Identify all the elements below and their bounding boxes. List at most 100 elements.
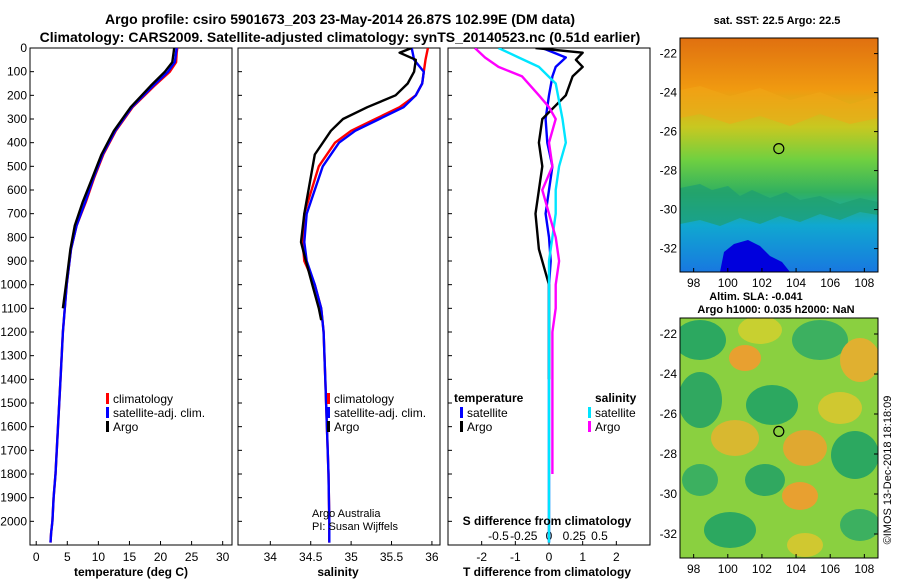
- ytick-label: 400: [7, 136, 27, 150]
- map-ytick-label: -28: [660, 164, 678, 178]
- salinity-xlabel: salinity: [317, 565, 359, 579]
- map-xtick-label: 106: [820, 276, 840, 290]
- sla-mid-1: [738, 318, 782, 344]
- xtick-label: 25: [185, 550, 199, 564]
- sla-map-image: [680, 318, 878, 558]
- ytick-label: 600: [7, 183, 27, 197]
- difference-legend-salinity-title: salinity: [595, 391, 637, 405]
- xtick-label: 36: [425, 550, 439, 564]
- sla-low-1: [680, 320, 726, 360]
- sla-low-3: [680, 372, 722, 428]
- ytick-label: 1800: [0, 467, 27, 481]
- ytick-label: 900: [7, 254, 27, 268]
- map-xtick-label: 104: [786, 562, 806, 576]
- xtick-label: -2: [476, 550, 487, 564]
- map-ytick-label: -32: [660, 527, 678, 541]
- map-xtick-label: 108: [854, 562, 874, 576]
- sla-map-argo-marker: [773, 425, 785, 437]
- temperature-frame: [29, 47, 233, 546]
- ytick-label: 1700: [0, 443, 27, 457]
- legend-swatch-climatology: [106, 393, 109, 404]
- legend-swatch-satellite: [106, 407, 109, 418]
- xtick-label: 0: [33, 550, 40, 564]
- map-xtick-label: 102: [752, 276, 772, 290]
- map-xtick-label: 108: [854, 276, 874, 290]
- map-ytick-label: -26: [660, 407, 678, 421]
- salinity-legend-argo: Argo: [334, 420, 360, 434]
- map-xtick-label: 98: [687, 276, 701, 290]
- series-line-satellite-adj-clim-: [49, 48, 178, 543]
- salinity-legend-climatology: climatology: [334, 392, 394, 406]
- sst-map-argo-marker: [773, 143, 785, 155]
- sla-map-title: Altim. SLA: -0.041: [709, 291, 803, 303]
- ytick-label: 100: [7, 65, 27, 79]
- map-xtick-label: 104: [786, 276, 806, 290]
- ytick-label: 1400: [0, 372, 27, 386]
- salinity-lines: [299, 48, 430, 543]
- sst-map-title: sat. SST: 22.5 Argo: 22.5: [714, 15, 841, 27]
- xtick-label: 5: [64, 550, 71, 564]
- ytick-label: 1000: [0, 278, 27, 292]
- map-ytick-label: -24: [660, 367, 678, 381]
- map-xtick-label: 98: [687, 562, 701, 576]
- legend-swatch-sal-argo: [588, 421, 591, 432]
- difference-xlabel-top: S difference from climatology: [463, 514, 632, 528]
- map-ytick-label: -26: [660, 125, 678, 139]
- xtick-label: 20: [154, 550, 168, 564]
- temperature-legend: climatology satellite-adj. clim. Argo: [106, 392, 205, 434]
- temperature-panel: 0100200300400500600700800900100011001200…: [0, 41, 233, 579]
- sla-high-1: [729, 345, 761, 371]
- xtick-label: 1: [579, 550, 586, 564]
- ytick-label: 1200: [0, 325, 27, 339]
- difference-xlabel: T difference from climatology: [463, 565, 631, 579]
- sst-map-frame: [679, 37, 879, 273]
- series-line-climatology: [301, 48, 430, 543]
- legend-swatch-climatology: [327, 393, 330, 404]
- legend-swatch-sal-satellite: [588, 407, 591, 418]
- map-ytick-label: -30: [660, 203, 678, 217]
- sla-mid-3: [787, 533, 823, 557]
- xtick-top-label: 0.25: [563, 529, 587, 543]
- xtick-label: 34.5: [299, 550, 323, 564]
- difference-lines: [474, 48, 584, 543]
- credit-text: ©IMOS 13-Dec-2018 18:18:09: [882, 396, 894, 545]
- series-line-satellite-adj-clim-: [303, 48, 425, 543]
- xtick-top-label: -0.25: [510, 529, 538, 543]
- series-line-argo: [61, 48, 176, 309]
- ytick-label: 200: [7, 88, 27, 102]
- xtick-top-label: 0.5: [591, 529, 608, 543]
- salinity-legend: climatology satellite-adj. clim. Argo: [327, 392, 426, 434]
- temperature-xlabel: temperature (deg C): [74, 565, 188, 579]
- series-line-climatology: [49, 48, 179, 543]
- sla-high-3: [711, 420, 759, 456]
- sla-low-9: [840, 509, 878, 541]
- salinity-annotation-pi: PI: Susan Wijffels: [312, 521, 398, 533]
- xtick-label: 30: [216, 550, 230, 564]
- ytick-label: 800: [7, 230, 27, 244]
- sla-map-ticks: 98 100 102 104 106 108 -22 -24 -26 -28 -30 -32: [660, 327, 878, 576]
- temperature-legend-satellite: satellite-adj. clim.: [113, 406, 205, 420]
- sla-high-2: [840, 338, 878, 382]
- sst-field: [680, 38, 878, 272]
- map-ytick-label: -22: [660, 327, 678, 341]
- map-ytick-label: -28: [660, 447, 678, 461]
- legend-swatch-argo: [106, 421, 109, 432]
- series-line-salinity-argo: [474, 48, 561, 474]
- temperature-lines: [49, 48, 179, 543]
- title-line-1: Argo profile: csiro 5901673_203 23-May-2…: [105, 11, 575, 27]
- map-xtick-label: 100: [718, 276, 738, 290]
- sla-low-6: [682, 464, 718, 496]
- sla-low-2: [792, 320, 848, 360]
- sst-band: [680, 184, 878, 226]
- xtick-label: 2: [613, 550, 620, 564]
- difference-ticks: -2 -1 0 1 2-0.5 -0.25 0 0.25 0.5: [448, 47, 620, 564]
- sla-low-7: [745, 464, 785, 496]
- sla-high-4: [783, 430, 827, 466]
- series-line-salinity-satellite: [497, 48, 567, 543]
- xtick-top-label: -0.5: [488, 529, 509, 543]
- salinity-ticks: 34 34.5 35 35.5 36: [238, 47, 439, 564]
- title-line-2: Climatology: CARS2009. Satellite-adjuste…: [40, 29, 641, 45]
- sla-map-panel: Altim. SLA: -0.041 Argo h1000: 0.035 h20…: [660, 291, 879, 576]
- salinity-annotation-org: Argo Australia: [312, 508, 381, 520]
